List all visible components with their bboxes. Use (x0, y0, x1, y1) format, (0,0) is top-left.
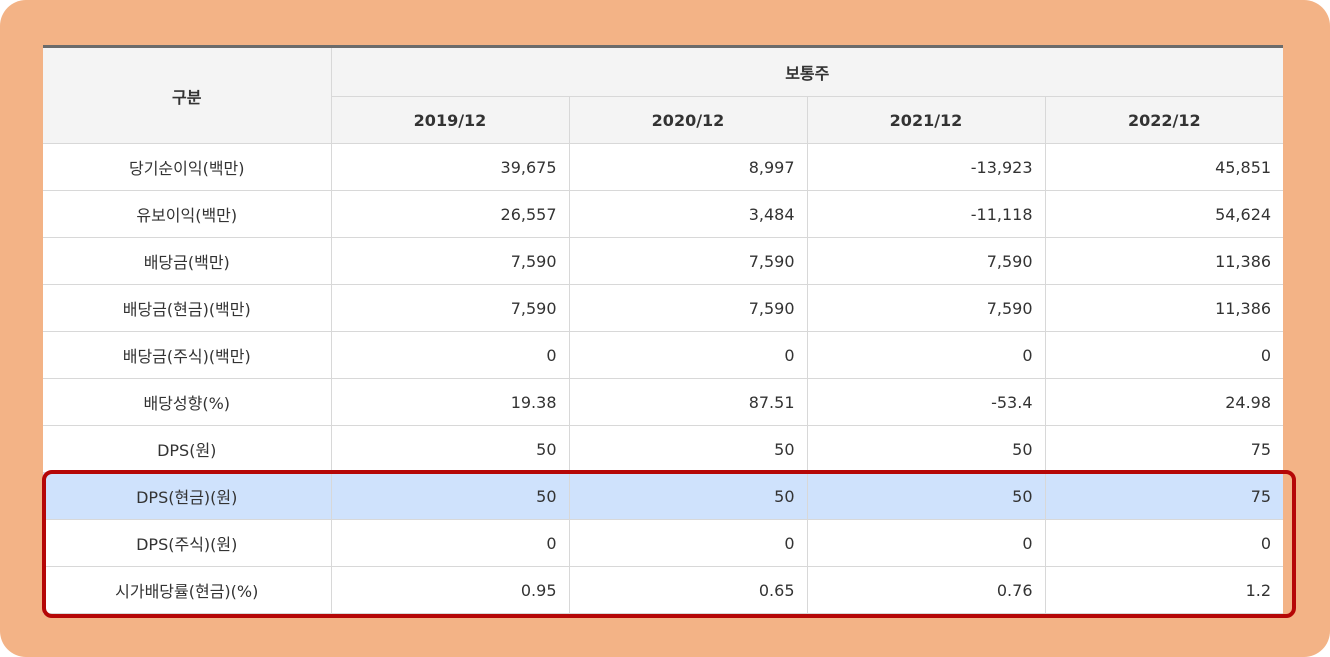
year-header: 2021/12 (806, 96, 1046, 144)
table-cell: 7,590 (568, 284, 808, 332)
row-label: 시가배당률(현금)(%) (43, 566, 332, 614)
row-label: DPS(원) (43, 425, 332, 473)
table-cell: 11,386 (1044, 237, 1284, 285)
table-cell: 0 (806, 331, 1046, 379)
table-row: 배당금(현금)(백만) 7,590 7,590 7,590 11,386 (43, 284, 1284, 332)
row-label: DPS(현금)(원) (43, 472, 332, 520)
table-row: 배당금(백만) 7,590 7,590 7,590 11,386 (43, 237, 1284, 285)
table-cell: 0 (330, 331, 570, 379)
table-cell: 8,997 (568, 143, 808, 191)
table-cell: -53.4 (806, 378, 1046, 426)
row-label: 배당성향(%) (43, 378, 332, 426)
common-stock-header: 보통주 (330, 46, 1284, 97)
category-header: 구분 (43, 46, 332, 144)
year-header: 2022/12 (1044, 96, 1284, 144)
row-label: DPS(주식)(원) (43, 519, 332, 567)
table-cell: 26,557 (330, 190, 570, 238)
table-cell: 7,590 (568, 237, 808, 285)
table-row: DPS(현금)(원) 50 50 50 75 (43, 472, 1284, 520)
table-cell: 7,590 (330, 284, 570, 332)
table-cell: 7,590 (330, 237, 570, 285)
table-cell: 0.76 (806, 566, 1046, 614)
table-row: 유보이익(백만) 26,557 3,484 -11,118 54,624 (43, 190, 1284, 238)
row-label: 배당금(백만) (43, 237, 332, 285)
row-label: 배당금(주식)(백만) (43, 331, 332, 379)
table-cell: 75 (1044, 425, 1284, 473)
dividend-table: 구분 보통주 2019/12 2020/12 2021/12 2022/12 당… (43, 45, 1284, 614)
table-cell: 50 (568, 425, 808, 473)
table-cell: 19.38 (330, 378, 570, 426)
row-label: 배당금(현금)(백만) (43, 284, 332, 332)
table-cell: 50 (330, 425, 570, 473)
table-body: 당기순이익(백만) 39,675 8,997 -13,923 45,851 유보이익(백만… (43, 143, 1284, 614)
table-cell: 0 (1044, 331, 1284, 379)
table-row: 배당금(주식)(백만) 0 0 0 0 (43, 331, 1284, 379)
table-cell: 50 (806, 472, 1046, 520)
table-cell: 0 (1044, 519, 1284, 567)
row-label: 유보이익(백만) (43, 190, 332, 238)
table-cell: 1.2 (1044, 566, 1284, 614)
table-cell: 0 (568, 519, 808, 567)
table-cell: 11,386 (1044, 284, 1284, 332)
table-row: 배당성향(%) 19.38 87.51 -53.4 24.98 (43, 378, 1284, 426)
table-row: 당기순이익(백만) 39,675 8,997 -13,923 45,851 (43, 143, 1284, 191)
table-cell: 54,624 (1044, 190, 1284, 238)
year-header: 2020/12 (568, 96, 808, 144)
table-cell: 0 (568, 331, 808, 379)
year-header-row: 2019/12 2020/12 2021/12 2022/12 (43, 96, 1284, 144)
table-cell: 24.98 (1044, 378, 1284, 426)
table-cell: 0.95 (330, 566, 570, 614)
table-cell: 39,675 (330, 143, 570, 191)
table-row: DPS(주식)(원) 0 0 0 0 (43, 519, 1284, 567)
year-header: 2019/12 (331, 96, 570, 144)
table-cell: -13,923 (806, 143, 1046, 191)
table-cell: 50 (568, 472, 808, 520)
table-header-row: 구분 보통주 (43, 46, 1284, 144)
table-cell: 50 (330, 472, 570, 520)
table-row: DPS(원) 50 50 50 75 (43, 425, 1284, 473)
table-cell: 0.65 (568, 566, 808, 614)
table-cell: 7,590 (806, 237, 1046, 285)
table-row: 시가배당률(현금)(%) 0.95 0.65 0.76 1.2 (43, 566, 1284, 614)
table-cell: 45,851 (1044, 143, 1284, 191)
row-label: 당기순이익(백만) (43, 143, 332, 191)
table-cell: 50 (806, 425, 1046, 473)
table-cell: 0 (330, 519, 570, 567)
table-cell: 0 (806, 519, 1046, 567)
table-cell: 7,590 (806, 284, 1046, 332)
table-cell: 3,484 (568, 190, 808, 238)
table-cell: 87.51 (568, 378, 808, 426)
table-cell: -11,118 (806, 190, 1046, 238)
table-cell: 75 (1044, 472, 1284, 520)
